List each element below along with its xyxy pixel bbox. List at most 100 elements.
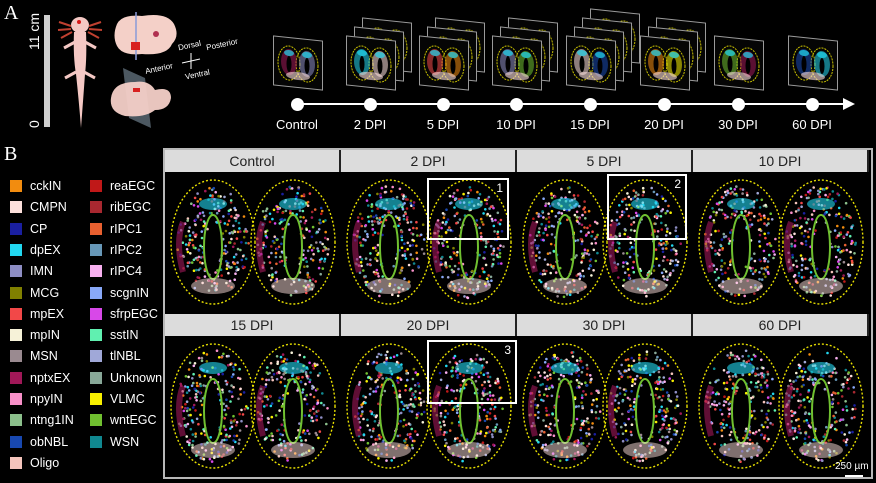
legend-swatch (90, 393, 102, 405)
legend-swatch (10, 456, 22, 469)
legend-item: ntng1IN (10, 412, 74, 428)
legend-item: dpEX (10, 242, 61, 258)
timepoint-label: 10 DPI (496, 117, 536, 132)
legend-item: CMPN (10, 199, 67, 215)
legend-label: sstIN (110, 328, 139, 343)
legend-swatch (90, 286, 102, 299)
legend-item: rIPC1 (90, 221, 142, 237)
timepoint-label: 20 DPI (644, 117, 684, 132)
legend-label: rIPC4 (110, 264, 142, 279)
legend-item: CP (10, 221, 47, 237)
legend-item: MCG (10, 285, 59, 301)
legend-label: CP (30, 221, 48, 236)
legend-label: ribEGC (110, 200, 151, 215)
legend-label: reaEGC (110, 179, 156, 193)
legend-label: tlNBL (110, 349, 141, 364)
spatial-panel: 30 DPI (517, 314, 693, 478)
spatial-map-grid: Control 2 DPI 1 5 DPI 2 10 DPI 15 DPI 20 DPI 3 30… (163, 148, 873, 479)
timepoint-marker (290, 98, 304, 111)
timepoint-label: 15 DPI (570, 117, 610, 132)
legend-label: sfrpEGC (110, 306, 158, 321)
legend-swatch (90, 329, 102, 342)
spatial-panel: 60 DPI (693, 314, 869, 478)
timepoint-marker (363, 98, 377, 111)
injury-region-box: 1 (427, 178, 509, 240)
legend-swatch (10, 393, 22, 405)
spatial-panel: 15 DPI (165, 314, 341, 478)
section-thumbnail (346, 35, 396, 91)
legend-label: wntEGC (110, 413, 157, 428)
spatial-transcriptome-map (165, 336, 341, 478)
section-thumbnail (640, 35, 690, 91)
spatial-transcriptome-map (693, 336, 869, 478)
legend-swatch (90, 201, 102, 214)
legend-item: VLMC (90, 391, 145, 407)
legend-swatch (10, 222, 22, 235)
injury-region-box: 3 (427, 340, 517, 404)
timepoint-label: 5 DPI (426, 117, 460, 132)
legend-label: mpIN (30, 328, 60, 343)
legend-item: sstIN (90, 327, 138, 343)
legend-swatch (90, 180, 102, 192)
legend-label: rIPC2 (110, 242, 142, 257)
region-number: 2 (674, 177, 681, 191)
orientation-cross-icon (181, 53, 201, 69)
section-thumbnail (566, 35, 616, 91)
legend-swatch (90, 265, 102, 278)
spatial-panel: 2 DPI 1 (341, 150, 517, 314)
legend-item: tlNBL (90, 348, 141, 364)
timepoint-label: 60 DPI (792, 117, 832, 132)
orientation-posterior: Posterior (205, 36, 239, 53)
panel-b-label: B (4, 143, 18, 165)
legend-item: npyIN (10, 391, 63, 407)
spatial-panel: 5 DPI 2 (517, 150, 693, 314)
legend-item: sfrpEGC (90, 306, 158, 322)
spatial-panel: Control (165, 150, 341, 314)
legend-label: cckIN (30, 179, 62, 193)
legend-item: WSN (90, 434, 139, 450)
brain-top-view-illustration (114, 12, 177, 60)
legend-item: IMN (10, 263, 53, 279)
legend-item: nptxEX (10, 370, 70, 386)
legend-swatch (10, 329, 22, 342)
legend-label: WSN (110, 434, 140, 449)
legend-item: scgnIN (90, 285, 149, 301)
injury-region-box: 2 (607, 174, 687, 240)
brain-section-plane-illustration (110, 68, 171, 128)
panel-title: 10 DPI (693, 150, 869, 172)
legend-swatch (10, 201, 22, 214)
spatial-panel: 20 DPI 3 (341, 314, 517, 478)
legend-swatch (10, 435, 22, 448)
section-thumbnail (492, 35, 542, 91)
timepoint-marker (805, 98, 819, 111)
legend-label: Unknown (110, 370, 163, 385)
legend-label: nptxEX (30, 370, 71, 385)
legend-label: CMPN (30, 200, 67, 215)
legend-item: mpIN (10, 327, 60, 343)
timepoint-marker (509, 98, 523, 111)
panel-title: Control (165, 150, 341, 172)
legend-label: IMN (30, 264, 53, 279)
spatial-transcriptome-map (165, 172, 341, 314)
legend-label: ntng1IN (30, 413, 74, 428)
legend-item: ribEGC (90, 199, 151, 215)
legend-item: Unknown (90, 370, 162, 386)
axolotl-illustration (57, 17, 103, 128)
ruler-bottom-label: 0 (26, 120, 42, 128)
timepoint-marker (583, 98, 597, 111)
legend-item: wntEGC (90, 412, 157, 428)
legend-item: MSN (10, 348, 58, 364)
panel-title: 20 DPI (341, 314, 517, 336)
panel-title: 5 DPI (517, 150, 693, 172)
spatial-panel: 10 DPI (693, 150, 869, 314)
legend-swatch (10, 350, 22, 363)
timepoint-marker (731, 98, 745, 111)
timepoint-label: 2 DPI (353, 117, 387, 132)
legend-swatch (10, 371, 22, 384)
legend-item: reaEGC (90, 178, 155, 194)
ruler-top-label: 11 cm (26, 12, 42, 50)
panel-title: 30 DPI (517, 314, 693, 336)
panel-a-label: A (4, 2, 19, 24)
legend-swatch (10, 180, 22, 192)
legend-swatch (90, 350, 102, 363)
